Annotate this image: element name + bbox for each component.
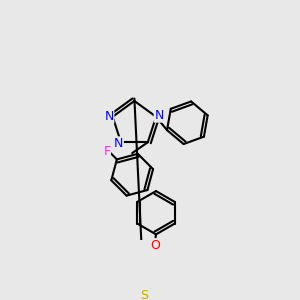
Text: O: O bbox=[150, 239, 160, 252]
Text: N: N bbox=[104, 110, 114, 123]
Text: N: N bbox=[114, 137, 123, 150]
Text: F: F bbox=[103, 145, 110, 158]
Text: N: N bbox=[154, 109, 164, 122]
Text: S: S bbox=[140, 289, 148, 300]
